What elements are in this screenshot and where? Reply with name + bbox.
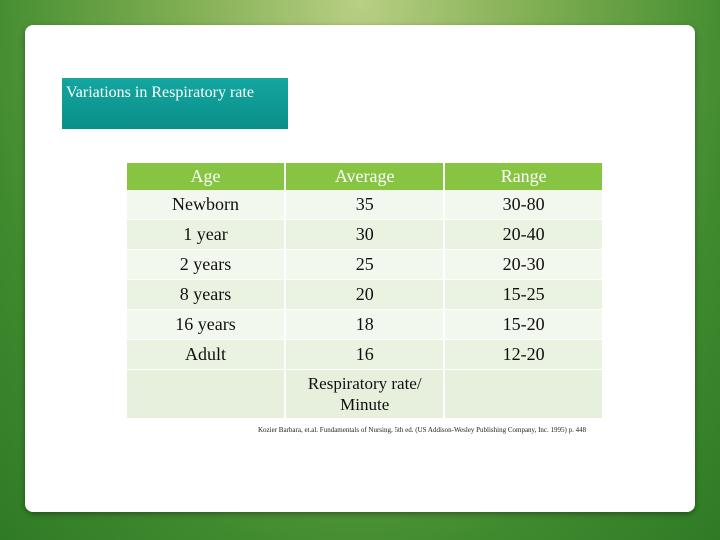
table-cell: 15-25 [445,280,602,310]
header-cell: Average [286,163,444,190]
title-box: Variations in Respiratory rate [62,78,288,129]
table-cell: 18 [286,310,444,340]
empty-cell [127,370,285,418]
table-cell: 15-20 [445,310,602,340]
table-cell: 20 [286,280,444,310]
header-cell: Range [445,163,602,190]
citation: Kozier Barbara, et.al. Fundamentals of N… [258,426,587,434]
table-row: Adult 16 12-20 [127,340,602,370]
table-cell: 2 years [127,250,285,280]
table-cell: 35 [286,190,444,220]
table-cell: 1 year [127,220,285,250]
header-row: Age Average Range [127,163,602,190]
unit-row: Respiratory rate/ Minute [127,370,602,418]
table-row: Newborn 35 30-80 [127,190,602,220]
table-cell: 20-40 [445,220,602,250]
table-cell: 16 [286,340,444,370]
table-cell: 20-30 [445,250,602,280]
empty-cell [445,370,602,418]
unit-label: Respiratory rate/ Minute [286,370,444,418]
table-cell: 12-20 [445,340,602,370]
table-cell: Adult [127,340,285,370]
table-row: 8 years 20 15-25 [127,280,602,310]
table-body: Age Average Range Newborn 35 30-80 1 year 30… [127,163,602,418]
table-row: 2 years 25 20-30 [127,250,602,280]
table: Age Average Range Newborn 35 30-80 1 year 30… [125,163,604,418]
table-row: 1 year 30 20-40 [127,220,602,250]
table-row: 16 years 18 15-20 [127,310,602,340]
table-cell: 16 years [127,310,285,340]
header-cell: Age [127,163,285,190]
table-cell: 30-80 [445,190,602,220]
table-cell: 8 years [127,280,285,310]
table-cell: 30 [286,220,444,250]
table-cell: Newborn [127,190,285,220]
table-cell: 25 [286,250,444,280]
